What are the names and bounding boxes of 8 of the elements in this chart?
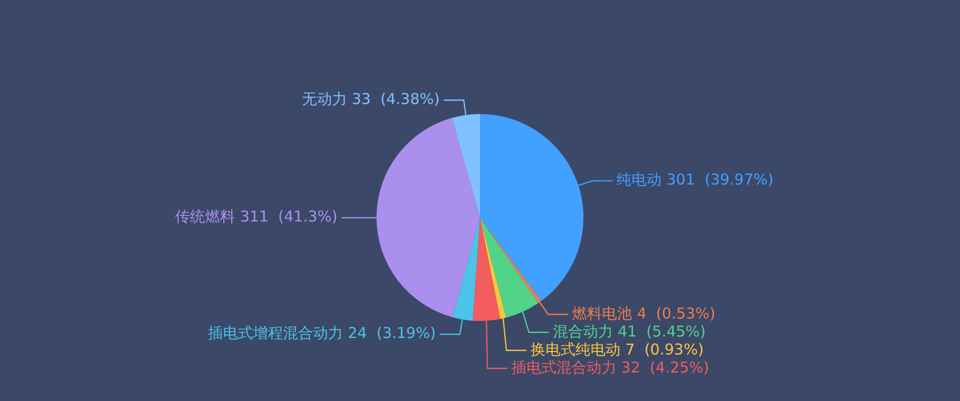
slice-label: 换电式纯电动 7 (0.93%) (530, 340, 704, 358)
slice-label: 燃料电池 4 (0.53%) (572, 304, 716, 322)
slice-label: 插电式混合动力 32 (4.25%) (511, 358, 710, 376)
slice-label: 无动力 33 (4.38%) (302, 90, 440, 108)
slice-label: 混合动力 41 (5.45%) (552, 322, 706, 340)
slice-label: 纯电动 301 (39.97%) (616, 170, 774, 189)
slice-label: 插电式增程混合动力 24 (3.19%) (208, 324, 436, 342)
slice-label: 传统燃料 311 (41.3%) (175, 208, 338, 226)
